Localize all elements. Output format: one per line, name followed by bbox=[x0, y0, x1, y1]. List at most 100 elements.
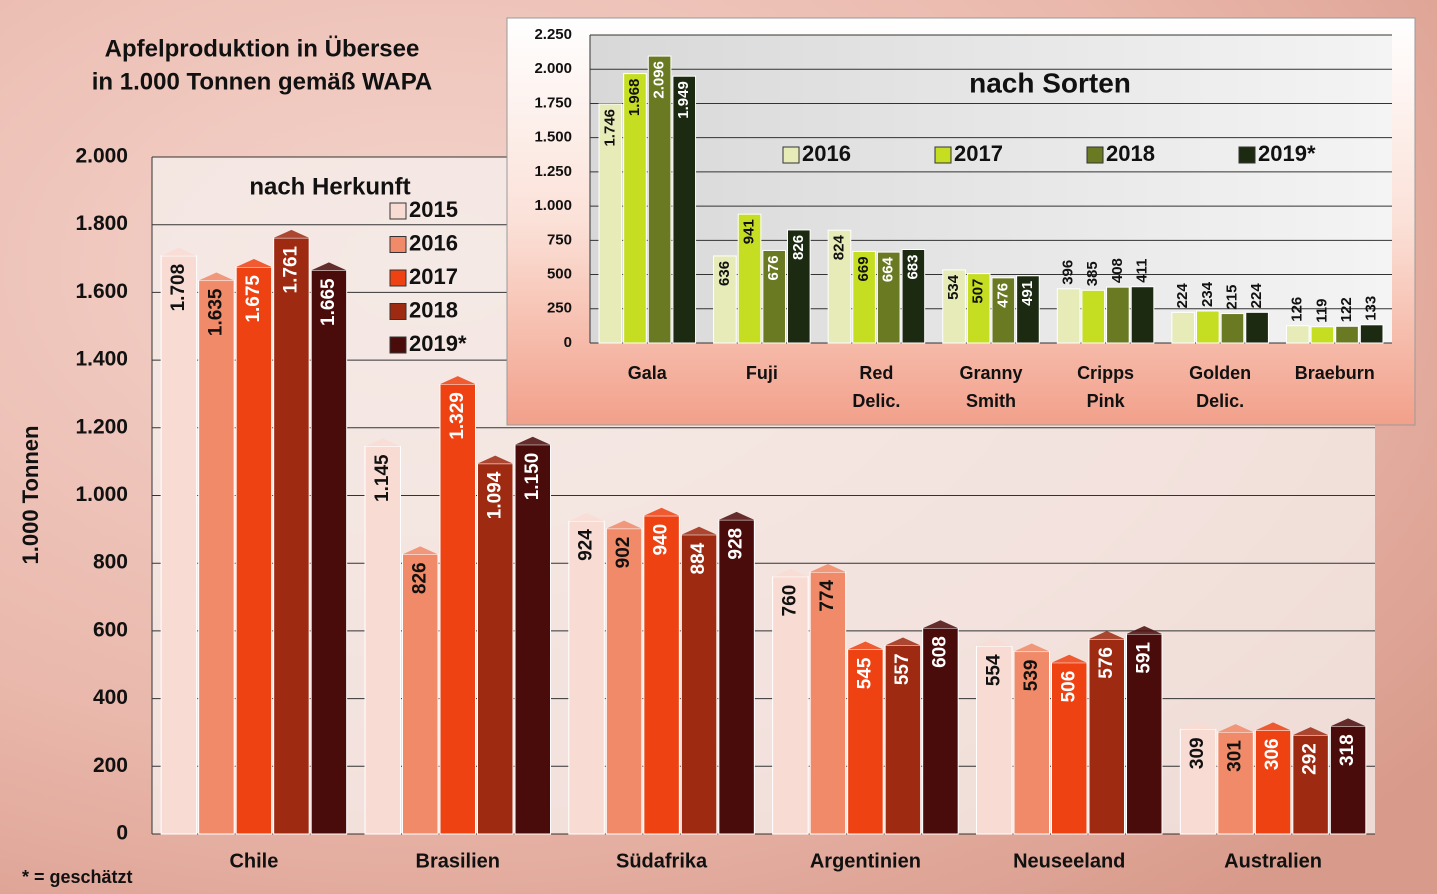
y-tick-label: 600 bbox=[93, 618, 128, 641]
inset-title: nach Sorten bbox=[969, 67, 1131, 98]
bar bbox=[477, 463, 514, 835]
bar-cap bbox=[810, 564, 846, 573]
data-label: 924 bbox=[576, 529, 597, 561]
y-tick-label: 2.250 bbox=[534, 26, 572, 43]
legend-label: 2018 bbox=[1106, 141, 1155, 166]
x-tick-label: Braeburn bbox=[1295, 363, 1375, 383]
bar bbox=[364, 445, 401, 835]
data-label: 576 bbox=[1096, 647, 1117, 679]
bar bbox=[672, 75, 697, 344]
data-label: 941 bbox=[741, 219, 758, 244]
bar bbox=[1220, 313, 1245, 344]
bar bbox=[1179, 728, 1217, 835]
data-label: 1.949 bbox=[675, 81, 692, 119]
data-label: 683 bbox=[904, 255, 921, 280]
data-label: 215 bbox=[1223, 285, 1240, 310]
bar-cap bbox=[1051, 654, 1088, 663]
bar-cap bbox=[1330, 718, 1366, 727]
bar bbox=[568, 520, 605, 835]
bar-cap bbox=[515, 436, 551, 445]
bar bbox=[1245, 311, 1269, 344]
x-tick-label: Delic. bbox=[1196, 391, 1244, 411]
bar-cap bbox=[1255, 722, 1291, 731]
y-tick-label: 1.600 bbox=[75, 280, 128, 303]
bar-cap bbox=[568, 513, 605, 522]
bar bbox=[1196, 310, 1220, 344]
bar bbox=[1292, 734, 1329, 835]
y-tick-label: 1.400 bbox=[75, 348, 128, 371]
data-label: 1.708 bbox=[168, 264, 189, 312]
bar bbox=[643, 515, 680, 835]
x-tick-label: Australien bbox=[1224, 850, 1322, 872]
data-label: 591 bbox=[1133, 642, 1154, 674]
y-tick-label: 0 bbox=[116, 822, 128, 845]
bar bbox=[942, 269, 966, 344]
bar bbox=[1329, 725, 1367, 835]
bar bbox=[1056, 288, 1081, 344]
bar bbox=[737, 213, 762, 344]
y-tick-label: 500 bbox=[547, 266, 572, 283]
y-tick-label: 250 bbox=[547, 300, 572, 317]
legend-swatch bbox=[389, 236, 407, 253]
bar bbox=[852, 250, 876, 344]
data-label: 557 bbox=[892, 653, 913, 685]
bar-cap bbox=[1180, 721, 1216, 730]
legend-swatch bbox=[389, 202, 407, 220]
bar-cap bbox=[1013, 643, 1050, 652]
bar-cap bbox=[643, 507, 680, 516]
bar bbox=[1310, 326, 1335, 344]
data-label: 545 bbox=[854, 657, 875, 689]
bar bbox=[198, 280, 235, 835]
bar-cap bbox=[976, 638, 1012, 647]
bar-cap bbox=[439, 376, 476, 385]
legend-label: 2016 bbox=[802, 141, 851, 166]
data-label: 608 bbox=[929, 636, 950, 668]
data-label: 884 bbox=[688, 542, 709, 574]
bar bbox=[439, 383, 477, 835]
y-tick-label: 1.750 bbox=[534, 94, 572, 111]
footnote: * = geschätzt bbox=[22, 867, 133, 887]
bar-cap bbox=[161, 247, 197, 256]
x-tick-label: Pink bbox=[1087, 391, 1126, 411]
bar bbox=[310, 269, 348, 835]
legend-swatch bbox=[389, 269, 407, 287]
bar-cap bbox=[885, 637, 921, 646]
bar bbox=[1013, 651, 1050, 835]
legend-swatch bbox=[934, 146, 952, 164]
main-chart: 0 200 400 600 800 1.000 1.200 1.400 1.600 1.800 2.… bbox=[75, 145, 1375, 872]
data-label: 491 bbox=[1019, 281, 1036, 306]
data-label: 1.746 bbox=[601, 109, 618, 147]
bar-cap bbox=[1126, 625, 1163, 634]
x-tick-label: Granny bbox=[959, 363, 1022, 383]
y-tick-label: 1.500 bbox=[534, 129, 572, 146]
data-label: 760 bbox=[779, 585, 800, 617]
y-tick-label: 1.000 bbox=[75, 483, 128, 506]
bar bbox=[1088, 638, 1126, 835]
bar bbox=[827, 229, 852, 344]
bar bbox=[884, 644, 922, 835]
x-tick-label: Smith bbox=[966, 391, 1016, 411]
y-tick-label: 1.800 bbox=[75, 212, 128, 235]
bar bbox=[1106, 286, 1130, 344]
y-tick-label: 1.000 bbox=[534, 197, 572, 214]
data-label: 122 bbox=[1338, 297, 1355, 322]
bar bbox=[598, 103, 623, 344]
data-label: 1.665 bbox=[318, 278, 339, 326]
y-axis-label: 1.000 Tonnen bbox=[18, 426, 43, 565]
data-label: 928 bbox=[726, 528, 747, 560]
data-label: 824 bbox=[830, 235, 847, 261]
bar bbox=[647, 55, 672, 344]
data-label: 1.150 bbox=[522, 453, 543, 501]
chart-title: Apfelproduktion in Übersee bbox=[105, 35, 420, 62]
data-label: 292 bbox=[1300, 743, 1321, 775]
bar bbox=[1171, 311, 1196, 344]
bar bbox=[975, 645, 1013, 835]
x-tick-label: Cripps bbox=[1077, 363, 1134, 383]
data-label: 1.145 bbox=[372, 454, 393, 502]
bar bbox=[1050, 662, 1088, 835]
bar bbox=[273, 237, 310, 835]
data-label: 1.635 bbox=[205, 288, 226, 336]
y-tick-label: 800 bbox=[93, 551, 128, 574]
bar bbox=[718, 519, 755, 835]
